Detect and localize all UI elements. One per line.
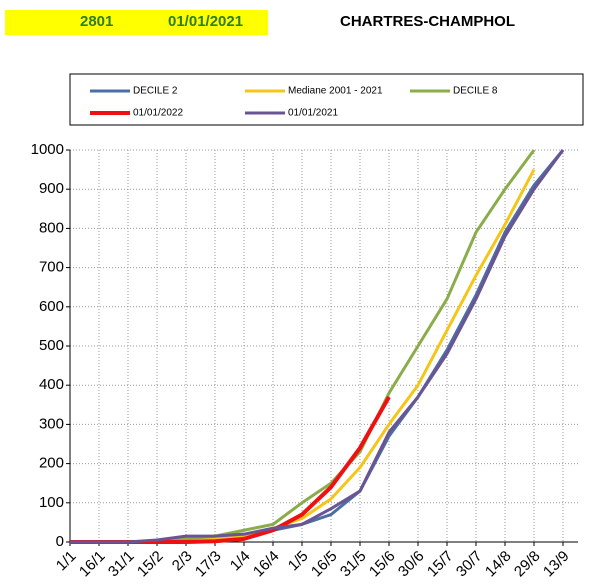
x-tick-label: 31/5 <box>337 548 370 581</box>
y-tick-label: 300 <box>39 415 64 432</box>
legend-label: DECILE 8 <box>453 86 498 97</box>
x-tick-label: 15/2 <box>134 548 167 581</box>
y-tick-label: 700 <box>39 259 64 276</box>
header-box <box>5 10 268 35</box>
x-tick-label: 1/1 <box>53 548 80 575</box>
x-tick-label: 15/6 <box>366 548 399 581</box>
legend-label: Mediane 2001 - 2021 <box>288 86 383 97</box>
x-tick-label: 31/1 <box>105 548 138 581</box>
x-tick-label: 15/7 <box>424 548 457 581</box>
x-tick-label: 14/8 <box>482 548 515 581</box>
y-tick-label: 900 <box>39 180 64 197</box>
legend-label: 01/01/2022 <box>133 108 183 119</box>
x-tick-label: 1/5 <box>285 548 312 575</box>
plot-area <box>70 149 565 544</box>
x-tick-label: 2/3 <box>169 548 196 575</box>
station-name: CHARTRES-CHAMPHOL <box>340 13 515 30</box>
x-tick-label: 13/9 <box>540 548 573 581</box>
legend-box <box>69 73 584 126</box>
y-tick-label: 400 <box>39 376 64 393</box>
y-tick-label: 0 <box>56 533 64 550</box>
legend-label: 01/01/2021 <box>288 108 338 119</box>
x-tick-label: 30/7 <box>453 548 486 581</box>
y-tick-label: 100 <box>39 494 64 511</box>
series-line <box>70 395 391 544</box>
x-tick-label: 16/5 <box>308 548 341 581</box>
y-tick-label: 500 <box>39 337 64 354</box>
y-tick-label: 600 <box>39 298 64 315</box>
legend-label: DECILE 2 <box>133 86 178 97</box>
x-tick-label: 16/4 <box>250 548 283 581</box>
header-date: 01/01/2021 <box>168 13 243 30</box>
y-tick-label: 200 <box>39 455 64 472</box>
series-line <box>70 149 565 544</box>
header-code: 2801 <box>80 13 113 30</box>
x-tick-label: 16/1 <box>76 548 109 581</box>
y-tick-label: 1000 <box>31 141 64 158</box>
y-tick-label: 800 <box>39 219 64 236</box>
x-tick-label: 17/3 <box>192 548 225 581</box>
x-tick-label: 29/8 <box>511 548 544 581</box>
x-tick-label: 30/6 <box>395 548 428 581</box>
x-tick-label: 1/4 <box>227 548 254 575</box>
